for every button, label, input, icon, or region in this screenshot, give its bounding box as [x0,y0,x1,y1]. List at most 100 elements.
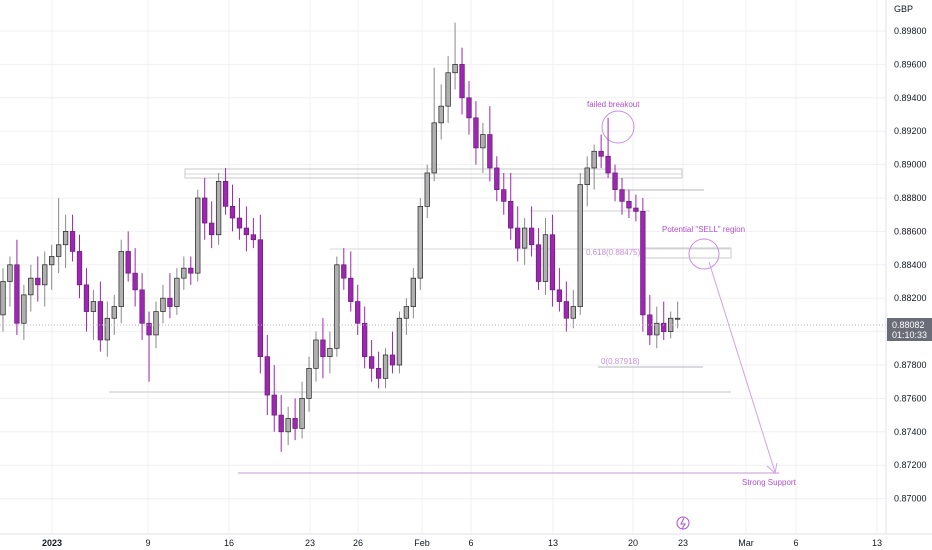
candle [563,281,570,332]
candle-body [521,227,528,249]
candle [250,218,257,249]
candle-body [146,322,152,336]
candle-body [389,354,396,366]
candle-body [42,264,48,286]
candle [508,172,514,240]
candle [132,248,138,307]
candle-body [35,277,41,286]
candle [320,318,326,379]
candle [605,117,611,178]
drawing-tools[interactable] [109,110,779,474]
candle [515,206,521,262]
candle-body [174,277,180,307]
candle-body [76,251,83,286]
candle [69,214,76,262]
projection-arrow-line [708,261,776,473]
candle [480,122,486,173]
candle [452,22,458,90]
candle [104,301,110,357]
candle-body [14,264,20,324]
time-axis[interactable]: 2023 9 16 23 26 Feb 6 13 20 23 Mar 6 13 [0,533,932,548]
candle [264,334,270,416]
candle-body [125,251,131,274]
sell-region-circle[interactable] [688,238,720,270]
x-tick-label: Feb [414,538,430,548]
lightning-icon[interactable] [676,516,690,530]
y-tick-label: 0.89200 [894,126,927,136]
candle [76,234,83,299]
y-tick-label: 0.89000 [894,160,927,170]
y-tick-label: 0.87600 [894,393,927,403]
price-axis[interactable]: GBP 0.89800 0.89600 0.89400 0.89200 0.89000 0… [885,0,932,534]
candle [195,189,201,282]
candle [375,351,382,389]
candle [167,273,173,319]
candle-body [515,227,521,249]
candle-body [417,206,423,279]
x-tick-label: 6 [468,538,473,548]
candle-body [626,200,632,209]
candle-body [591,150,597,169]
candle-body [368,356,375,369]
candle-body [90,301,97,312]
candle [417,198,423,290]
candle-body [21,294,27,324]
candle [382,348,389,389]
candle-body [181,267,187,279]
candle [0,268,6,332]
candle [459,47,465,115]
candle [97,281,104,352]
failed-breakout-circle[interactable] [601,110,635,144]
candle [466,81,472,135]
candle-body [348,277,354,302]
candle-body [480,134,486,149]
candle-body [202,197,208,224]
x-tick-label: 13 [548,538,558,548]
candle-body [431,122,437,174]
candle [494,156,500,202]
candle-body [229,206,236,219]
candle-body [0,281,6,316]
candle-body [375,367,382,379]
candle-body [542,234,549,282]
candle [285,406,291,446]
candle-body [452,64,458,74]
candle-body [111,306,117,319]
failed-breakout-label: failed breakout [587,100,640,109]
candle [49,244,55,290]
candle-body [104,317,110,341]
candle-body [299,398,305,429]
candle [368,339,375,382]
candle-body [396,317,403,366]
y-tick-label: 0.88200 [894,293,927,303]
candle-body [528,227,535,246]
candle-body [508,200,514,229]
candle [243,206,250,252]
candle-body [647,314,653,336]
candle [327,331,333,374]
candle-body [195,197,201,274]
candle [28,264,34,312]
x-tick-label: 23 [305,538,315,548]
candle-body [654,322,660,336]
candle [647,294,653,345]
candle [278,395,284,452]
x-tick-label: 26 [353,538,363,548]
x-tick-label: 20 [628,538,638,548]
y-tick-label: 0.88600 [894,226,927,236]
candle [209,201,215,249]
x-tick-label: 2023 [42,538,62,548]
candle [521,218,528,265]
candle-body [612,172,618,190]
candle [348,251,354,312]
candle-body [243,227,250,236]
candle-body [473,117,479,149]
candle [292,398,298,441]
candle [389,331,396,374]
candle [626,189,632,219]
candle-body [563,301,570,319]
candle-body [306,367,312,399]
candle [334,256,340,357]
candle-body [97,301,104,341]
